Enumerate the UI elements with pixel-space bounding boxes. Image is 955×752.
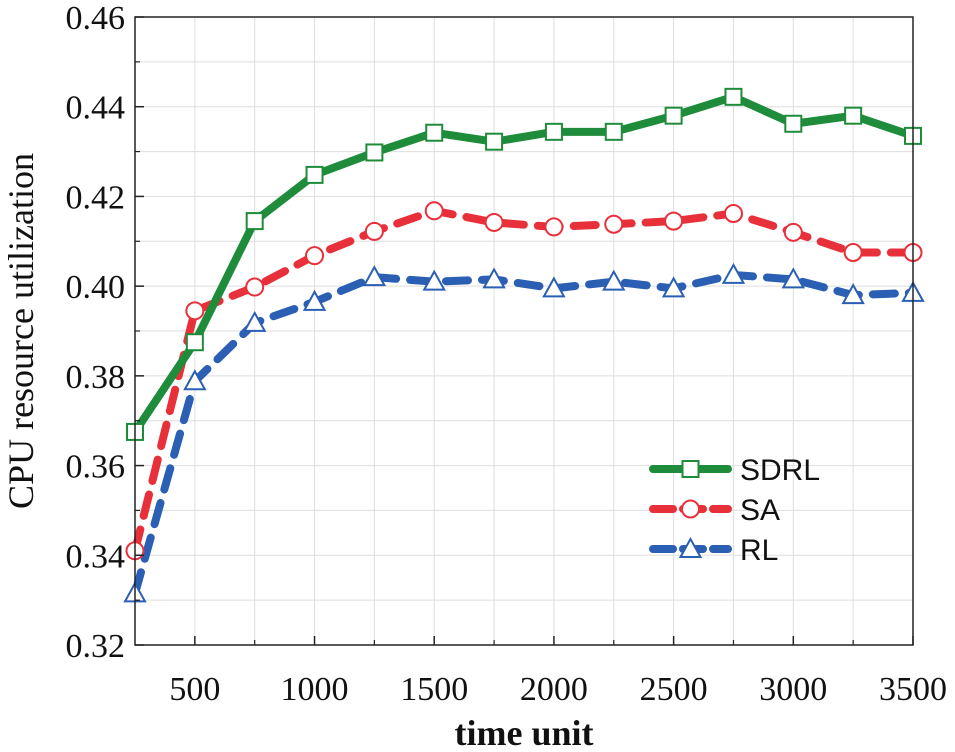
data-point-sdrl <box>544 122 563 141</box>
x-tick-label: 1000 <box>281 671 349 708</box>
data-point-sa <box>604 214 624 234</box>
series-sdrl <box>126 87 922 441</box>
data-point-sa <box>424 201 444 221</box>
axes: 0.32 0.34 0.36 0.38 0.40 0.42 0.44 0.46 500 1000 1… <box>66 0 948 708</box>
y-tick-label: 0.34 <box>66 538 126 575</box>
legend-label: RL <box>740 534 778 567</box>
data-point-rl <box>302 289 327 311</box>
legend-item-sa: SA <box>649 494 780 527</box>
series-sa <box>125 201 923 561</box>
legend-marker <box>681 460 700 478</box>
data-point-sdrl <box>604 122 623 141</box>
series-line-sdrl <box>131 92 917 436</box>
y-tick-label: 0.44 <box>66 90 126 127</box>
legend-marker <box>678 536 703 558</box>
data-point-sdrl <box>784 114 803 133</box>
data-point-sdrl <box>305 165 324 184</box>
data-point-rl <box>242 310 267 332</box>
data-point-sa <box>783 222 803 242</box>
legend-marker <box>681 499 700 519</box>
x-tick-label: 2000 <box>520 671 588 708</box>
y-tick-label: 0.38 <box>66 359 126 396</box>
data-point-sdrl <box>245 212 264 231</box>
data-point-rl <box>661 276 686 298</box>
data-point-sdrl <box>844 106 863 125</box>
data-point-sa <box>843 243 863 262</box>
series-line-rl <box>131 270 917 598</box>
legend: SDRL SA RL <box>649 454 820 567</box>
data-point-sdrl <box>485 132 504 151</box>
data-point-rl <box>482 267 506 289</box>
data-point-rl <box>422 269 446 291</box>
legend-item-rl: RL <box>649 534 778 567</box>
y-tick-label: 0.36 <box>66 449 126 486</box>
data-point-sa <box>723 203 743 223</box>
y-axis-title: CPU resource utilization <box>1 153 41 509</box>
series-area <box>123 87 925 603</box>
y-tick-label: 0.32 <box>66 628 126 665</box>
data-point-sdrl <box>664 106 683 125</box>
data-point-sa <box>484 212 504 232</box>
data-point-rl <box>781 267 806 289</box>
legend-label: SDRL <box>740 454 820 487</box>
data-point-sdrl <box>185 333 204 352</box>
x-tick-label: 2500 <box>640 671 708 708</box>
y-tick-label: 0.42 <box>66 179 126 216</box>
data-point-sdrl <box>425 123 444 142</box>
y-tick-label: 0.46 <box>66 0 126 37</box>
data-point-rl <box>841 283 865 305</box>
x-tick-label: 3500 <box>879 671 947 708</box>
data-point-rl <box>183 369 207 391</box>
data-point-sdrl <box>724 87 743 106</box>
data-point-sa <box>185 301 205 321</box>
data-point-sdrl <box>365 143 384 162</box>
data-point-sa <box>305 246 325 266</box>
data-point-sa <box>544 217 564 237</box>
x-axis-title: time unit <box>455 713 594 752</box>
data-point-rl <box>602 269 626 291</box>
data-point-sa <box>664 211 684 231</box>
series-line-sa <box>131 206 917 555</box>
x-tick-label: 1500 <box>400 671 468 708</box>
legend-item-sdrl: SDRL <box>649 454 820 487</box>
x-tick-label: 3000 <box>759 671 827 708</box>
legend-label: SA <box>740 494 780 527</box>
y-tick-label: 0.40 <box>66 269 126 306</box>
data-point-rl <box>721 262 746 284</box>
series-rl <box>123 262 925 603</box>
x-tick-label: 500 <box>169 671 220 708</box>
data-point-rl <box>362 265 387 287</box>
data-point-sa <box>364 221 384 241</box>
data-point-rl <box>542 276 566 298</box>
data-point-sa <box>245 277 265 297</box>
